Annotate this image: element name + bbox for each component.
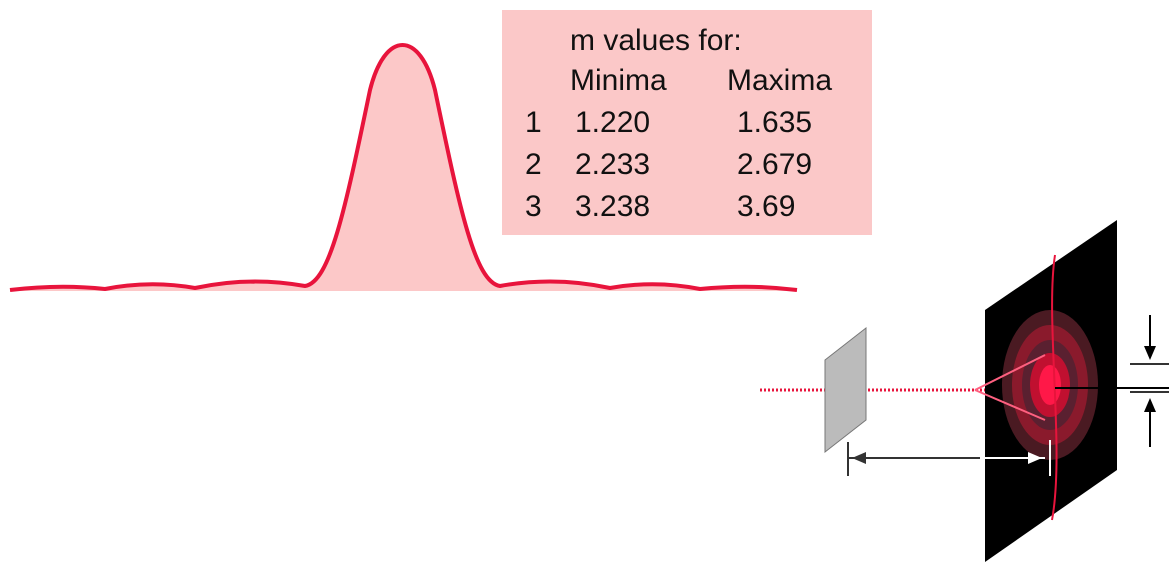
header: Minima — [570, 64, 667, 97]
cell: 2.233 — [575, 148, 650, 181]
table-title: m values for: — [570, 24, 742, 57]
cell: 1.635 — [737, 106, 812, 139]
cell: 3.238 — [575, 190, 650, 223]
arrowhead — [1144, 398, 1156, 412]
aperture — [825, 328, 866, 452]
cell: 1.220 — [575, 106, 650, 139]
cell: 2.679 — [737, 148, 812, 181]
cell: 3 — [525, 190, 542, 223]
cell: 2 — [525, 148, 542, 181]
cell: 3.69 — [737, 190, 795, 223]
page: m values for: Minima Maxima 1 1.220 1.63… — [0, 0, 1169, 563]
arrowhead — [852, 452, 866, 464]
arrowhead — [1144, 346, 1156, 360]
diagram: m values for: Minima Maxima 1 1.220 1.63… — [0, 0, 1169, 563]
cell: 1 — [525, 106, 542, 139]
header: Maxima — [727, 64, 832, 97]
central-spot — [1039, 365, 1061, 405]
